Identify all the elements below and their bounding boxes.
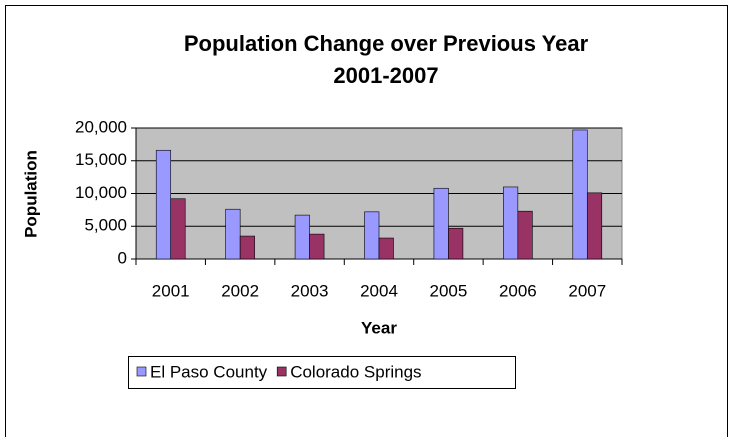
bar xyxy=(294,214,310,260)
y-tick-label: 0 xyxy=(118,248,127,267)
bar xyxy=(572,129,588,260)
bar xyxy=(503,186,519,260)
y-tick-label: 20,000 xyxy=(75,117,127,136)
bar xyxy=(239,235,255,260)
bar xyxy=(155,149,172,260)
bar xyxy=(378,237,394,260)
x-axis-label: Year xyxy=(361,318,397,337)
x-tick-label: 2001 xyxy=(152,281,190,300)
legend-label: Colorado Springs xyxy=(290,362,421,381)
legend-box xyxy=(128,356,516,389)
legend-label: El Paso County xyxy=(150,362,268,381)
bar xyxy=(433,187,449,260)
x-tick-label: 2006 xyxy=(499,281,537,300)
bar xyxy=(225,208,241,260)
bar xyxy=(170,198,186,260)
x-tick-label: 2003 xyxy=(291,281,329,300)
x-tick-label: 2005 xyxy=(430,281,468,300)
bar xyxy=(517,210,533,260)
x-tick-label: 2004 xyxy=(360,281,398,300)
bar xyxy=(448,227,464,260)
y-tick-label: 10,000 xyxy=(75,183,127,202)
bar xyxy=(586,192,603,260)
chart-border xyxy=(5,5,728,437)
y-axis-label: Population xyxy=(21,150,40,238)
y-tick-label: 15,000 xyxy=(75,150,127,169)
chart-title: Population Change over Previous Year xyxy=(184,31,589,56)
x-tick-label: 2007 xyxy=(568,281,606,300)
chart-title: 2001-2007 xyxy=(333,63,438,88)
legend-swatch xyxy=(136,366,147,377)
legend-swatch xyxy=(276,366,287,377)
bar xyxy=(364,211,380,260)
x-tick-label: 2002 xyxy=(221,281,259,300)
bar xyxy=(309,233,325,260)
y-tick-label: 5,000 xyxy=(84,216,127,235)
